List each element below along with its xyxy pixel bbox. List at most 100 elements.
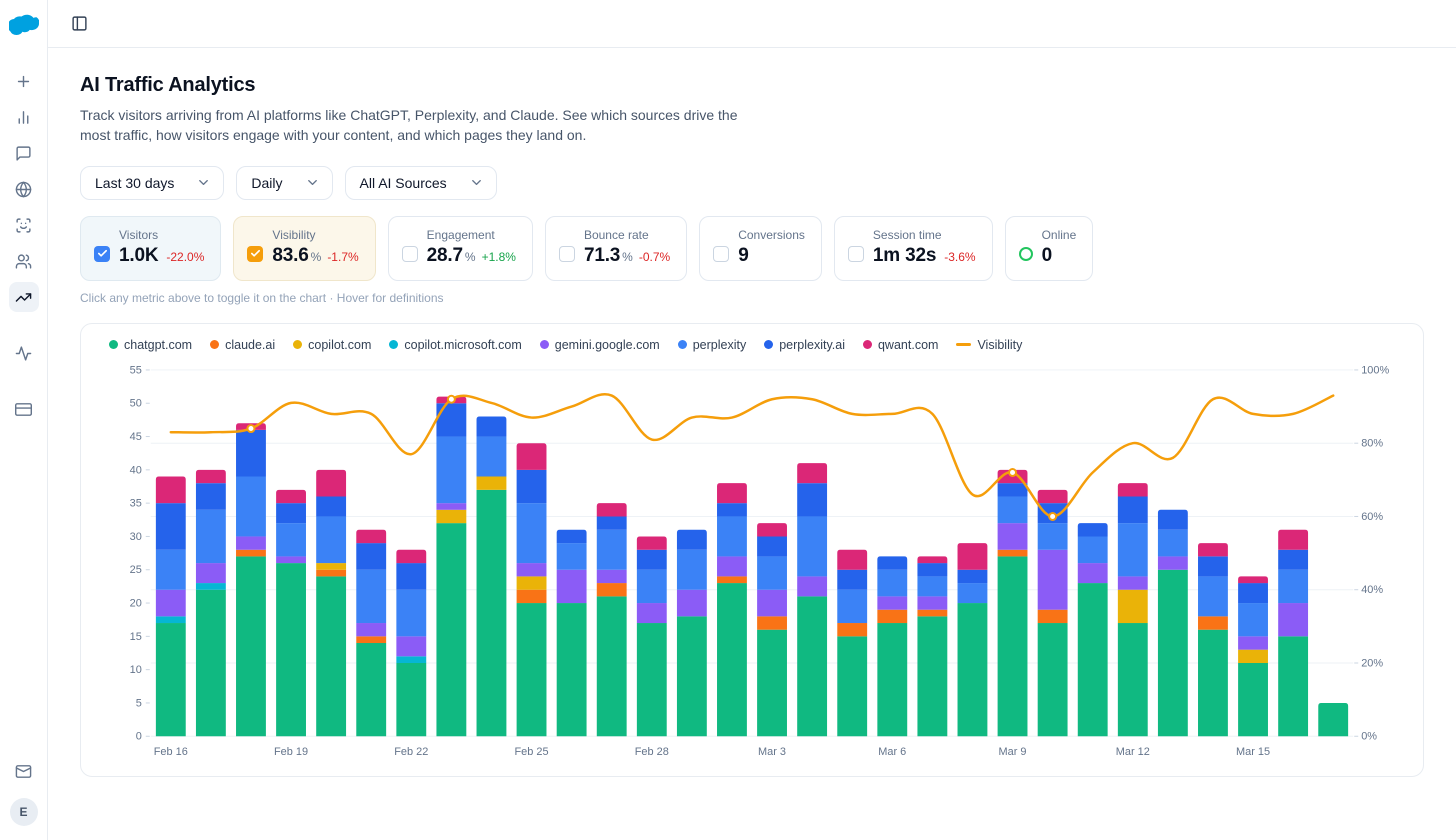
svg-text:60%: 60% [1361,511,1383,523]
session-time-checkbox[interactable] [847,245,864,262]
metric-value: 71.3 [583,244,621,266]
legend-item-perplexity-ai[interactable]: perplexity.ai [764,338,845,352]
date-range-dropdown[interactable]: Last 30 days [80,165,225,200]
svg-text:25: 25 [130,564,142,576]
metric-label: Visitors [119,227,159,242]
svg-text:40: 40 [130,464,142,476]
user-avatar[interactable]: E [9,798,38,826]
metric-card-online[interactable]: Online 0 [1004,215,1094,281]
svg-text:Feb 16: Feb 16 [154,746,188,758]
metric-value: 1m 32s [872,244,937,266]
chevron-down-icon [471,180,481,186]
legend-item-claude-ai[interactable]: claude.ai [210,338,275,352]
metric-value: 9 [738,244,749,266]
sidebar-nav [8,66,39,424]
legend-dot [389,340,399,350]
sidebar: E [0,0,48,840]
svg-text:80%: 80% [1361,437,1383,449]
traffic-chart[interactable]: 0 5 10 15 20 25 30 35 40 45 50 55 0% 20% 40% 60% 80% 100%… [97,356,1407,768]
legend-dot [293,340,303,350]
metric-label: Bounce rate [583,227,649,242]
legend-item-copilot-com[interactable]: copilot.com [293,338,371,352]
svg-text:30: 30 [130,531,142,543]
metric-label: Visibility [272,227,316,242]
legend-item-visibility-line[interactable]: Visibility [956,338,1022,352]
source-dropdown[interactable]: All AI Sources [344,165,497,200]
svg-text:Mar 6: Mar 6 [878,746,906,758]
svg-text:Mar 12: Mar 12 [1116,746,1150,758]
svg-text:Mar 9: Mar 9 [999,746,1027,758]
message-square-icon[interactable] [9,138,39,168]
sidebar-bottom: E [9,756,39,826]
metric-card-session-time[interactable]: Session time 1m 32s -3.6% [833,215,993,281]
topbar [48,0,1456,48]
bounce-rate-checkbox[interactable] [558,245,575,262]
users-icon[interactable] [9,246,39,276]
chart-legend: chatgpt.com claude.ai copilot.com copilot.m… [97,338,1407,352]
conversions-checkbox[interactable] [713,245,730,262]
visibility-checkbox[interactable] [247,245,264,262]
legend-dot [539,340,549,350]
svg-text:40%: 40% [1361,584,1383,596]
panel-left-icon[interactable] [64,9,94,39]
activity-icon[interactable] [9,338,39,368]
svg-text:Feb 28: Feb 28 [635,746,669,758]
legend-dot [210,340,220,350]
metric-card-engagement[interactable]: Engagement 28.7 % +1.8% [387,215,533,281]
legend-item-qwant-com[interactable]: qwant.com [862,338,938,352]
metric-cards-row: Visitors 1.0K -22.0% Visibility 83.6 [80,215,1424,281]
svg-text:0%: 0% [1361,730,1377,742]
legend-dot [764,340,774,350]
svg-text:100%: 100% [1361,364,1389,376]
metric-delta: +1.8% [481,249,516,264]
legend-dot [862,340,872,350]
legend-item-perplexity[interactable]: perplexity [677,338,746,352]
svg-text:0: 0 [136,730,142,742]
legend-item-chatgpt-com[interactable]: chatgpt.com [109,338,192,352]
scan-face-icon[interactable] [9,210,39,240]
metrics-hint: Click any metric above to toggle it on t… [80,290,444,305]
metric-label: Conversions [738,227,805,242]
metric-card-bounce-rate[interactable]: Bounce rate 71.3 % -0.7% [544,215,688,281]
metric-card-visitors[interactable]: Visitors 1.0K -22.0% [80,215,222,281]
metric-delta: -22.0% [166,249,205,264]
legend-line [956,343,972,346]
svg-text:20%: 20% [1361,657,1383,669]
metric-card-conversions[interactable]: Conversions 9 [699,215,822,281]
svg-text:Feb 22: Feb 22 [394,746,428,758]
globe-icon[interactable] [9,174,39,204]
mail-icon[interactable] [9,756,39,786]
credit-card-icon[interactable] [9,394,39,424]
page-content: AI Traffic Analytics Track visitors arri… [48,48,1456,840]
chevron-down-icon [307,180,317,186]
metric-label: Online [1041,227,1077,242]
trending-up-icon[interactable] [8,282,39,312]
metric-value: 1.0K [119,244,159,266]
svg-text:15: 15 [130,630,142,642]
metric-label: Session time [872,227,942,242]
metric-value: 0 [1041,244,1053,266]
legend-item-gemini-google-com[interactable]: gemini.google.com [539,338,660,352]
svg-text:35: 35 [130,497,142,509]
bar-chart-icon[interactable] [9,102,39,132]
legend-dot [677,340,687,350]
visitors-checkbox[interactable] [94,245,110,262]
metric-delta: -0.7% [638,249,671,264]
engagement-checkbox[interactable] [401,245,418,262]
metric-delta: -3.6% [944,249,976,264]
main-area: AI Traffic Analytics Track visitors arri… [48,0,1456,840]
plus-icon[interactable] [9,66,39,96]
metric-card-visibility[interactable]: Visibility 83.6 % -1.7% [233,215,376,281]
legend-item-copilot-microsoft-com[interactable]: copilot.microsoft.com [389,338,522,352]
chart-card: chatgpt.com claude.ai copilot.com copilot.m… [80,322,1424,777]
svg-text:5: 5 [136,697,142,709]
cloud-logo-icon[interactable] [8,10,39,40]
svg-text:Feb 25: Feb 25 [515,746,549,758]
svg-text:55: 55 [130,364,142,376]
metric-value: 28.7 [426,244,463,266]
page-title: AI Traffic Analytics [80,74,256,96]
svg-text:20: 20 [130,597,142,609]
metric-value: 83.6 [272,244,309,266]
legend-dot [109,340,118,350]
granularity-dropdown[interactable]: Daily [236,165,333,200]
